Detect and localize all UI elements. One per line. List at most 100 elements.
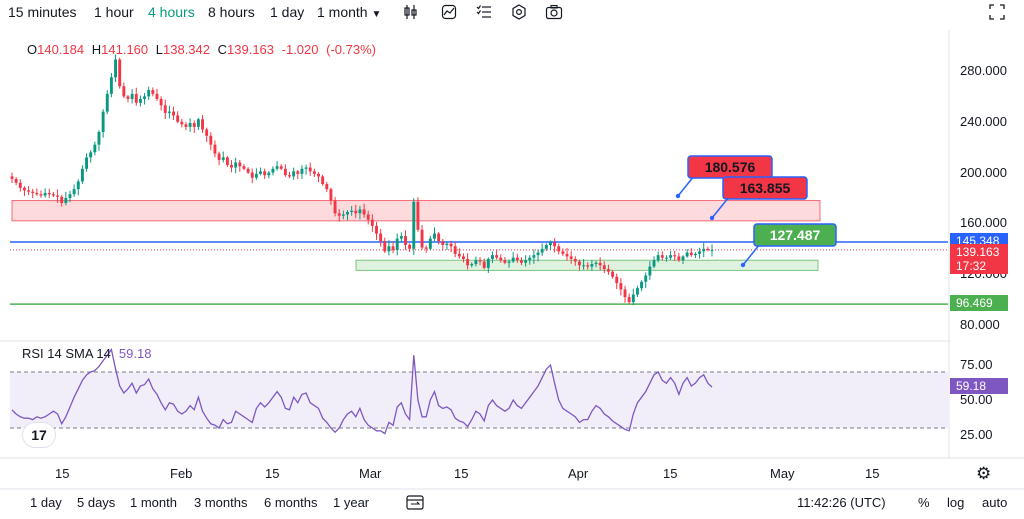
candle [370, 219, 374, 226]
candle [416, 201, 420, 230]
callout-anchor-2 [740, 262, 746, 268]
candle [56, 195, 60, 197]
candle [312, 171, 316, 174]
candle [631, 294, 635, 303]
timeframe-8-hours[interactable]: 8 hours [208, 4, 255, 20]
candle [250, 172, 254, 178]
candle [72, 189, 76, 195]
candle [321, 176, 325, 185]
candle [499, 257, 503, 261]
range-1-month[interactable]: 1 month [130, 495, 177, 510]
candle [279, 166, 283, 169]
candle [379, 233, 383, 242]
callout-box-1 [722, 176, 808, 200]
range-1-day[interactable]: 1 day [30, 495, 62, 510]
zone-0 [11, 200, 821, 222]
price-tick-label: 80.000 [960, 317, 1000, 332]
timeframe-1-hour[interactable]: 1 hour [94, 4, 134, 20]
candle [586, 265, 590, 267]
candle [22, 187, 26, 191]
fullscreen-icon[interactable] [988, 3, 1006, 21]
candle [101, 111, 105, 132]
candle [412, 201, 416, 249]
timeframe-4-hours[interactable]: 4 hours [148, 4, 195, 20]
candle [47, 192, 51, 195]
close-label: C [217, 42, 228, 57]
candle [341, 214, 345, 216]
candle [602, 265, 606, 270]
timeframe-1-month[interactable]: 1 month ▼ [317, 4, 381, 20]
candle [80, 168, 84, 182]
axis-settings-icon[interactable]: ⚙ [976, 464, 992, 483]
change-percent: (-0.73%) [326, 42, 376, 57]
candle [503, 260, 507, 263]
candle [565, 253, 569, 257]
candle [706, 248, 710, 251]
candle [578, 261, 581, 266]
candle [31, 191, 35, 193]
candle [39, 194, 43, 196]
candle [615, 276, 619, 284]
auto-toggle[interactable]: auto [982, 495, 1008, 510]
candle [635, 288, 639, 295]
candle [495, 255, 499, 258]
callout-anchor-1 [709, 215, 715, 221]
candle [254, 173, 258, 178]
candle [689, 252, 693, 256]
green-level-tag: 96.469 [950, 295, 1008, 312]
settings-icon[interactable] [510, 3, 528, 21]
candlestick-icon[interactable] [402, 3, 420, 21]
candle [515, 257, 519, 261]
candle [441, 241, 445, 245]
rsi-legend[interactable]: RSI 14 SMA 14 59.18 [22, 346, 151, 361]
price-tick-label: 160.000 [960, 215, 1007, 231]
candle [524, 260, 528, 263]
timeframe-1-day[interactable]: 1 day [270, 4, 305, 20]
range-5-days[interactable]: 5 days [77, 495, 116, 510]
candle [391, 246, 395, 251]
candle [652, 260, 656, 267]
chevron-down-icon: ▼ [371, 9, 382, 20]
candle [14, 178, 18, 183]
open-value: 140.184 [37, 42, 85, 57]
candle [10, 176, 14, 179]
candle [491, 255, 494, 259]
candle [288, 175, 291, 177]
candle [640, 281, 644, 289]
compare-icon[interactable] [475, 3, 493, 21]
candle [549, 242, 552, 245]
candle [93, 144, 97, 153]
candle [283, 168, 287, 176]
indicator-icon[interactable] [440, 3, 458, 21]
tradingview-logo[interactable]: 17 [22, 422, 56, 448]
candle [205, 129, 209, 136]
candle [167, 111, 171, 113]
range-1-year[interactable]: 1 year [333, 495, 370, 510]
candle [275, 166, 279, 169]
clock-time[interactable]: 11:42:26 (UTC) [797, 495, 886, 510]
candle [35, 192, 39, 195]
range-3-months[interactable]: 3 months [194, 495, 248, 510]
time-tick-label: Mar [359, 466, 382, 481]
candle [155, 93, 159, 99]
candle [300, 168, 304, 174]
candle [387, 246, 391, 252]
log-toggle[interactable]: log [947, 495, 965, 510]
candle [172, 111, 175, 116]
range-6-months[interactable]: 6 months [264, 495, 318, 510]
candle [669, 255, 673, 258]
candle [242, 166, 246, 169]
snapshot-icon[interactable] [545, 3, 563, 21]
candle [151, 90, 155, 94]
percent-toggle[interactable]: % [918, 495, 930, 510]
candle [611, 271, 615, 277]
rsi-tick-label: 75.00 [960, 357, 993, 372]
date-range-icon[interactable] [405, 493, 425, 514]
timeframe-15-minutes[interactable]: 15 minutes [8, 4, 77, 20]
candle [453, 246, 457, 254]
candle [470, 264, 474, 266]
high-label: H [91, 42, 102, 57]
candle [354, 210, 358, 214]
candle [238, 162, 242, 167]
